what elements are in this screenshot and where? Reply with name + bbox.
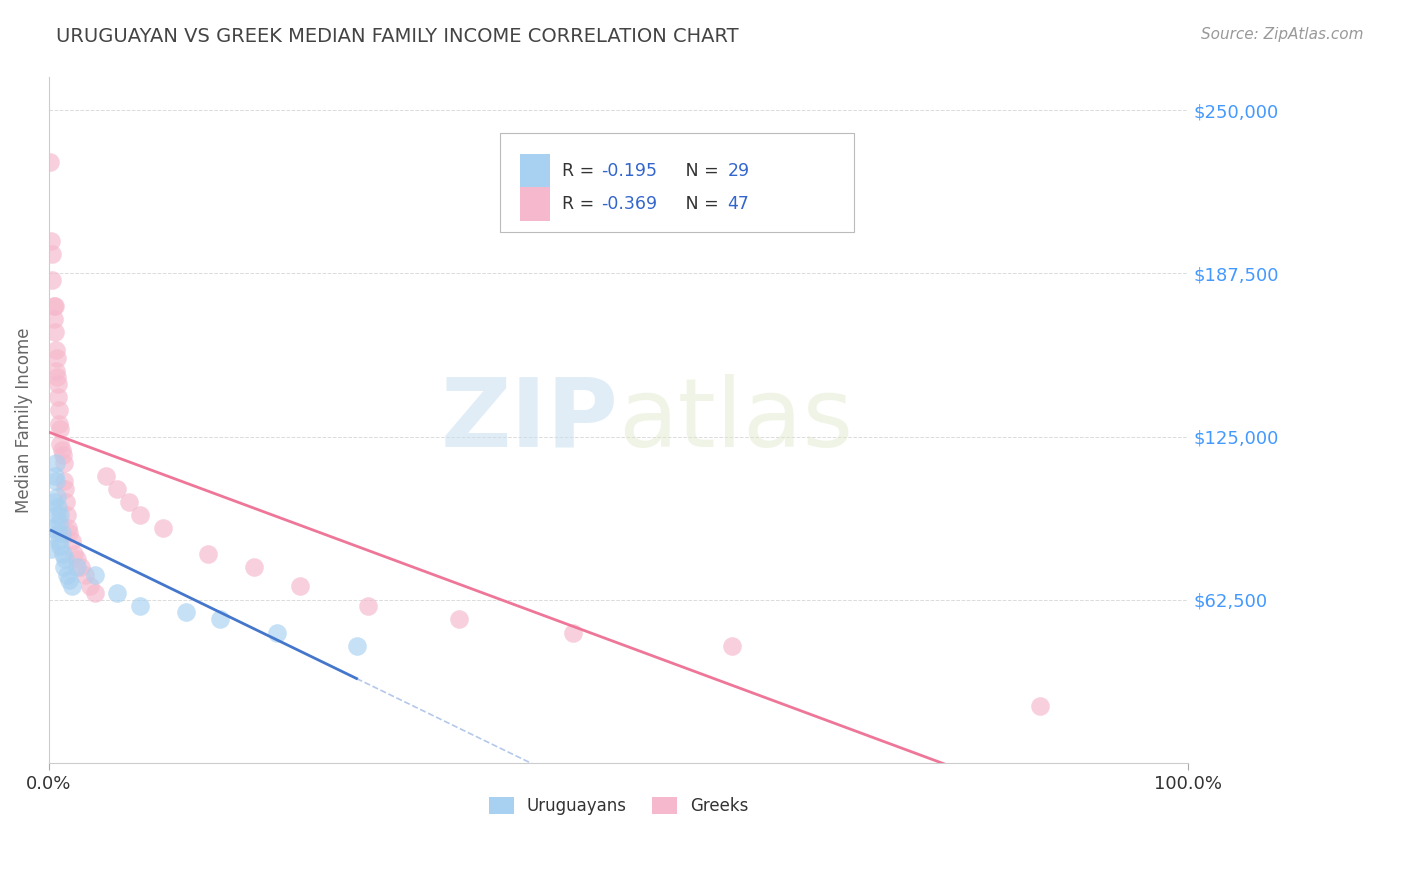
Point <box>41 246 63 260</box>
Point <box>46 351 69 366</box>
Point <box>52 448 75 462</box>
Point <box>46 526 69 541</box>
Point <box>46 377 69 392</box>
Point <box>39 155 62 169</box>
Point <box>1029 698 1052 713</box>
Point <box>70 560 93 574</box>
Point <box>266 625 288 640</box>
Point <box>39 234 62 248</box>
Text: R =: R = <box>562 194 599 213</box>
Text: -0.369: -0.369 <box>602 194 657 213</box>
Point <box>105 586 128 600</box>
Point <box>94 468 117 483</box>
Point <box>60 578 83 592</box>
Point <box>48 516 70 530</box>
Point <box>197 547 219 561</box>
Point <box>129 508 152 522</box>
Point <box>75 568 97 582</box>
Point <box>56 568 79 582</box>
Text: 47: 47 <box>728 194 749 213</box>
Point <box>49 508 72 522</box>
Point <box>208 612 231 626</box>
Point <box>79 578 101 592</box>
Y-axis label: Median Family Income: Median Family Income <box>15 327 32 513</box>
Point <box>55 495 77 509</box>
Point <box>41 521 63 535</box>
Point <box>288 578 311 592</box>
Text: -0.195: -0.195 <box>602 162 657 180</box>
Point <box>44 299 66 313</box>
Text: R =: R = <box>562 162 599 180</box>
Point <box>53 552 76 566</box>
Point <box>562 625 585 640</box>
Point <box>46 500 69 515</box>
Point <box>243 560 266 574</box>
Point <box>46 369 69 384</box>
Point <box>118 495 141 509</box>
Point <box>48 534 70 549</box>
Point <box>60 534 83 549</box>
Legend: Uruguayans, Greeks: Uruguayans, Greeks <box>481 789 756 823</box>
Text: ZIP: ZIP <box>440 374 619 467</box>
Point <box>53 482 76 496</box>
Point <box>45 364 67 378</box>
Point <box>49 422 72 436</box>
Point <box>41 273 63 287</box>
Point <box>52 547 75 561</box>
Point <box>52 456 75 470</box>
Text: 29: 29 <box>728 162 749 180</box>
Text: atlas: atlas <box>619 374 853 467</box>
Point <box>46 391 69 405</box>
Point <box>52 474 75 488</box>
Point <box>42 299 65 313</box>
Point <box>49 437 72 451</box>
Point <box>44 325 66 339</box>
Point <box>129 599 152 614</box>
Point <box>46 490 69 504</box>
Point <box>42 495 65 509</box>
Point <box>51 442 73 457</box>
Point <box>49 539 72 553</box>
Point <box>83 568 105 582</box>
Point <box>46 508 69 522</box>
Point <box>346 639 368 653</box>
Point <box>58 521 80 535</box>
Text: Source: ZipAtlas.com: Source: ZipAtlas.com <box>1201 27 1364 42</box>
Point <box>83 586 105 600</box>
Point <box>152 521 174 535</box>
Point <box>66 560 89 574</box>
Point <box>721 639 744 653</box>
Point <box>357 599 380 614</box>
Point <box>56 508 79 522</box>
Point <box>105 482 128 496</box>
Point <box>48 417 70 431</box>
Point <box>58 574 80 588</box>
Point <box>63 547 86 561</box>
Point <box>174 605 197 619</box>
Point <box>51 526 73 541</box>
Point <box>449 612 471 626</box>
Point <box>45 474 67 488</box>
Point <box>66 552 89 566</box>
Text: N =: N = <box>669 194 724 213</box>
Point <box>52 560 75 574</box>
Point <box>45 343 67 358</box>
Text: N =: N = <box>669 162 724 180</box>
Point <box>58 526 80 541</box>
Text: URUGUAYAN VS GREEK MEDIAN FAMILY INCOME CORRELATION CHART: URUGUAYAN VS GREEK MEDIAN FAMILY INCOME … <box>56 27 740 45</box>
Point <box>42 312 65 326</box>
Point <box>48 403 70 417</box>
Point <box>45 456 67 470</box>
Point <box>39 541 62 556</box>
Point <box>44 468 66 483</box>
